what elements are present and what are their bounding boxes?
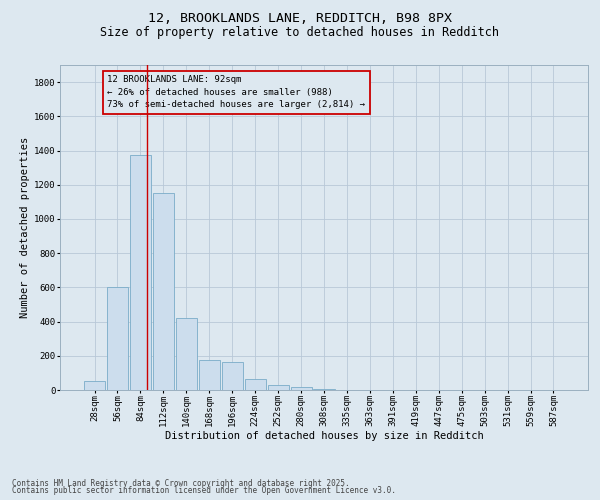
Bar [199,360,220,390]
Bar [176,318,197,390]
Text: 12, BROOKLANDS LANE, REDDITCH, B98 8PX: 12, BROOKLANDS LANE, REDDITCH, B98 8PX [148,12,452,26]
X-axis label: Distribution of detached houses by size in Redditch: Distribution of detached houses by size … [164,430,484,440]
Bar [107,288,128,390]
Bar [268,385,289,390]
Bar [245,379,266,390]
Bar [130,155,151,390]
Bar [290,386,311,390]
Text: Contains public sector information licensed under the Open Government Licence v3: Contains public sector information licen… [12,486,396,495]
Bar [313,389,335,390]
Text: Size of property relative to detached houses in Redditch: Size of property relative to detached ho… [101,26,499,39]
Bar [221,362,243,390]
Bar [153,194,174,390]
Text: Contains HM Land Registry data © Crown copyright and database right 2025.: Contains HM Land Registry data © Crown c… [12,478,350,488]
Y-axis label: Number of detached properties: Number of detached properties [20,137,30,318]
Text: 12 BROOKLANDS LANE: 92sqm
← 26% of detached houses are smaller (988)
73% of semi: 12 BROOKLANDS LANE: 92sqm ← 26% of detac… [107,76,365,110]
Bar [84,380,105,390]
